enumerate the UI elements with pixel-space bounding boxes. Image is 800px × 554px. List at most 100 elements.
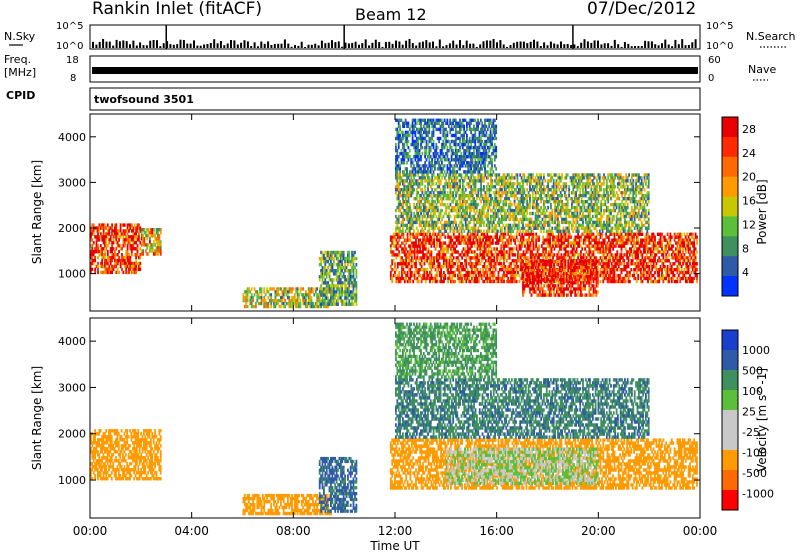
- echo-cell: [159, 228, 162, 232]
- echo-cell: [130, 235, 133, 239]
- echo-cell: [556, 278, 558, 282]
- echo-cell: [535, 241, 538, 245]
- echo-cell: [571, 284, 574, 288]
- echo-cell: [460, 220, 463, 225]
- echo-cell: [338, 275, 341, 279]
- echo-cell: [537, 272, 540, 276]
- echo-cell: [696, 276, 698, 281]
- echo-cell: [114, 258, 116, 263]
- echo-cell: [320, 302, 322, 306]
- echo-cell: [249, 301, 252, 306]
- echo-cell: [686, 262, 689, 266]
- echo-cell: [260, 301, 263, 306]
- echo-cell: [419, 241, 422, 245]
- freq-unit-label: [MHz]: [4, 66, 36, 79]
- echo-cell: [531, 253, 533, 257]
- echo-cell: [352, 284, 355, 288]
- echo-cell: [108, 232, 111, 236]
- echo-cell: [439, 214, 442, 219]
- echo-cell: [486, 244, 489, 248]
- echo-cell: [243, 304, 246, 309]
- echo-cell: [445, 265, 448, 269]
- echo-cell: [104, 267, 106, 272]
- nsky-bar: [277, 43, 280, 48]
- echo-cell: [99, 270, 102, 275]
- echo-region: [140, 228, 162, 256]
- echo-cell: [526, 256, 529, 260]
- echo-cell: [494, 262, 497, 266]
- echo-cell: [483, 250, 486, 254]
- echo-cell: [478, 279, 480, 284]
- echo-cell: [154, 237, 157, 241]
- echo-cell: [472, 232, 475, 236]
- echo-cell: [106, 229, 109, 233]
- echo-cell: [476, 256, 479, 260]
- echo-cell: [564, 266, 567, 270]
- echo-cell: [588, 256, 591, 260]
- echo-cell: [485, 270, 487, 275]
- echo-cell: [389, 273, 392, 278]
- echo-cell: [526, 244, 529, 248]
- echo-cell: [415, 202, 418, 207]
- echo-cell: [473, 256, 476, 260]
- echo-cell: [517, 265, 519, 269]
- echo-cell: [482, 238, 484, 242]
- echo-cell: [683, 241, 686, 245]
- echo-cell: [320, 272, 322, 276]
- echo-cell: [94, 258, 96, 263]
- echo-cell: [431, 256, 434, 260]
- echo-cell: [139, 267, 142, 272]
- echo-cell: [305, 301, 307, 306]
- echo-cell: [396, 265, 399, 269]
- echo-cell: [451, 238, 454, 242]
- echo-cell: [475, 259, 477, 263]
- echo-cell: [111, 232, 113, 236]
- echo-cell: [571, 265, 574, 269]
- echo-cell: [504, 244, 507, 248]
- echo-cell: [413, 250, 416, 254]
- nsky-bar: [448, 43, 451, 48]
- echo-cell: [525, 273, 528, 278]
- echo-cell: [557, 241, 560, 245]
- echo-cell: [582, 273, 585, 278]
- echo-cell: [410, 259, 413, 263]
- echo-cell: [524, 263, 527, 267]
- echo-cell: [158, 240, 161, 244]
- echo-cell: [410, 262, 413, 266]
- echo-cell: [424, 259, 427, 263]
- echo-cell: [504, 256, 507, 260]
- echo-cell: [507, 256, 510, 260]
- echo-cell: [447, 244, 449, 248]
- echo-cell: [412, 273, 415, 278]
- echo-cell: [437, 256, 440, 260]
- echo-cell: [560, 232, 563, 236]
- echo-cell: [401, 265, 403, 269]
- echo-cell: [323, 266, 325, 270]
- echo-cell: [428, 182, 431, 186]
- echo-cell: [474, 211, 477, 216]
- echo-cell: [545, 250, 547, 254]
- echo-cell: [500, 265, 503, 269]
- echo-cell: [443, 279, 445, 284]
- echo-cell: [436, 208, 439, 213]
- echo-cell: [443, 247, 445, 251]
- echo-cell: [344, 278, 346, 282]
- echo-cell: [264, 301, 267, 306]
- echo-cell: [693, 238, 696, 242]
- echo-cell: [105, 270, 108, 275]
- echo-cell: [143, 240, 146, 244]
- echo-cell: [638, 265, 641, 269]
- echo-cell: [489, 268, 491, 272]
- echo-cell: [396, 273, 399, 278]
- echo-cell: [102, 232, 105, 236]
- echo-cell: [95, 250, 98, 254]
- echo-cell: [132, 267, 135, 272]
- echo-cell: [450, 235, 452, 239]
- echo-cell: [459, 279, 462, 284]
- echo-cell: [483, 179, 485, 183]
- echo-cell: [442, 214, 445, 219]
- echo-cell: [446, 202, 449, 207]
- echo-cell: [461, 265, 463, 269]
- echo-cell: [337, 281, 339, 285]
- echo-cell: [296, 290, 299, 294]
